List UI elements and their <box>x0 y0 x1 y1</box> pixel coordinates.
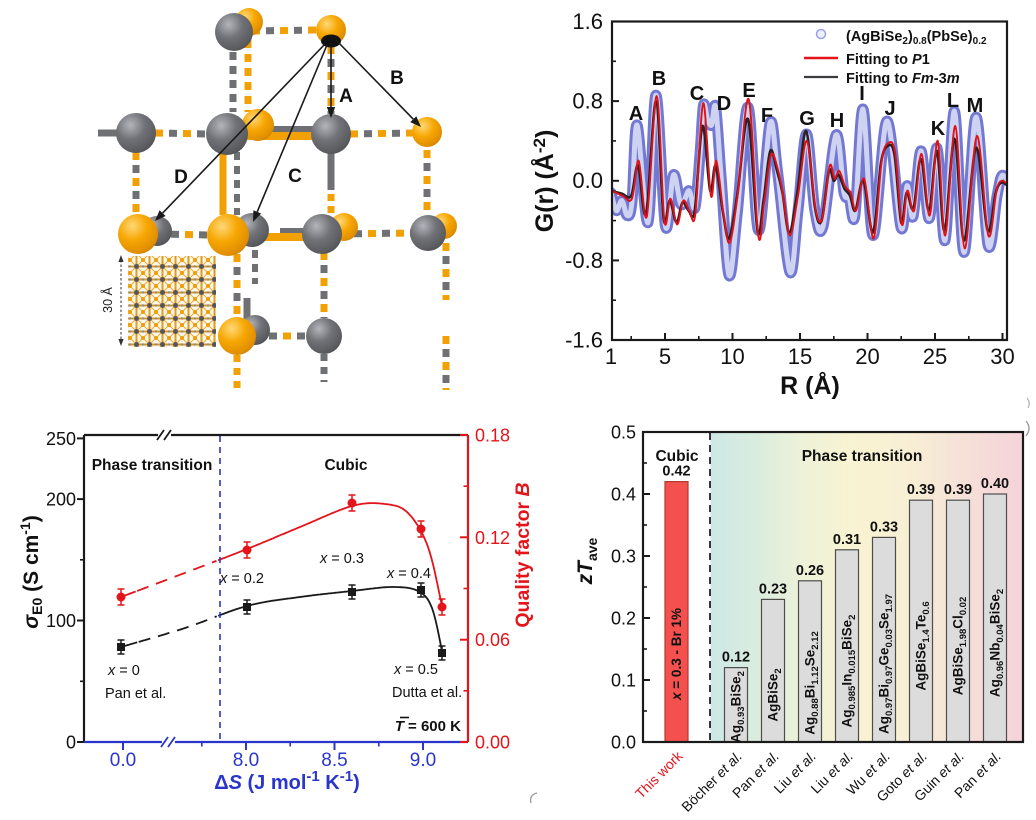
svg-text:1.6: 1.6 <box>572 9 603 34</box>
svg-text:zTave: zTave <box>574 537 600 585</box>
svg-text:This work: This work <box>632 747 686 801</box>
svg-text:0.0: 0.0 <box>572 168 603 193</box>
svg-text:(AgBiSe2)0.8(PbSe)0.2: (AgBiSe2)0.8(PbSe)0.2 <box>846 29 987 47</box>
svg-text:G: G <box>799 108 815 130</box>
svg-text:I: I <box>859 83 865 105</box>
svg-text:10: 10 <box>720 344 744 369</box>
svg-text:250: 250 <box>46 429 76 449</box>
svg-text:9.0: 9.0 <box>410 750 436 771</box>
svg-text:E: E <box>742 80 755 102</box>
svg-text:L: L <box>947 90 959 112</box>
svg-text:8.5: 8.5 <box>321 750 347 771</box>
svg-text:0.5: 0.5 <box>611 423 636 443</box>
svg-text:Cubic: Cubic <box>324 457 367 474</box>
svg-text:30: 30 <box>990 344 1014 369</box>
svg-text:-0.8: -0.8 <box>565 248 603 273</box>
svg-text:0.33: 0.33 <box>870 519 898 535</box>
svg-text:25: 25 <box>923 344 947 369</box>
svg-text:A: A <box>339 86 353 107</box>
svg-text:1: 1 <box>605 344 617 369</box>
svg-text:H: H <box>830 110 844 132</box>
svg-text:x = 0.3: x = 0.3 <box>319 551 364 567</box>
svg-text:ΔS (J mol-1 K-1): ΔS (J mol-1 K-1) <box>214 768 360 794</box>
svg-text:30 Å: 30 Å <box>100 286 115 312</box>
svg-text:0.31: 0.31 <box>833 532 861 548</box>
svg-text:Dutta et al.: Dutta et al. <box>392 685 462 701</box>
svg-text:100: 100 <box>46 611 76 631</box>
svg-text:x = 0.2: x = 0.2 <box>219 571 264 587</box>
svg-text:C: C <box>690 83 704 105</box>
svg-text:0.0: 0.0 <box>110 750 136 771</box>
svg-text:x = 0.5: x = 0.5 <box>393 662 438 678</box>
svg-text:R (Å): R (Å) <box>780 371 840 400</box>
svg-text:J: J <box>884 98 895 120</box>
svg-text:A: A <box>629 103 643 125</box>
svg-text:20: 20 <box>855 344 879 369</box>
svg-text:0.1: 0.1 <box>611 671 636 691</box>
svg-text:AgBiSe2​: AgBiSe2​ <box>766 668 785 721</box>
svg-text:Phase transition: Phase transition <box>92 457 213 474</box>
svg-text:0.12: 0.12 <box>475 528 510 548</box>
svg-text:5: 5 <box>659 344 671 369</box>
svg-text:0.39: 0.39 <box>944 482 972 498</box>
svg-text:0.42: 0.42 <box>662 464 690 480</box>
svg-text:x = 0.3 - Br 1%: x = 0.3 - Br 1% <box>669 608 684 701</box>
svg-text:0.39: 0.39 <box>907 482 935 498</box>
svg-text:0.0: 0.0 <box>611 733 636 753</box>
svg-text:σE0 (S cm-1): σE0 (S cm-1) <box>17 515 45 629</box>
svg-text:0.06: 0.06 <box>475 630 510 650</box>
svg-text:0.26: 0.26 <box>796 563 824 579</box>
svg-text:0.40: 0.40 <box>981 476 1009 492</box>
svg-text:Fitting to P1: Fitting to P1 <box>846 52 930 68</box>
svg-text:-1.6: -1.6 <box>565 328 603 353</box>
svg-text:0.2: 0.2 <box>611 609 636 629</box>
svg-text:200: 200 <box>46 490 76 510</box>
svg-text:0.23: 0.23 <box>759 581 787 597</box>
svg-text:0.4: 0.4 <box>611 485 636 505</box>
svg-text:B: B <box>652 68 666 90</box>
svg-text:8.0: 8.0 <box>233 750 259 771</box>
svg-text:0.3: 0.3 <box>611 547 636 567</box>
svg-text:Böcher et al.: Böcher et al. <box>678 748 745 815</box>
svg-text:0: 0 <box>66 733 76 753</box>
svg-text:AgBiSe1.4​Te0.6​: AgBiSe1.4​Te0.6​ <box>914 601 933 690</box>
svg-text:Pan et al.: Pan et al. <box>105 686 166 702</box>
svg-text:D: D <box>174 167 188 188</box>
svg-text:C: C <box>288 166 302 187</box>
svg-text:Fitting to Fm-3m: Fitting to Fm-3m <box>846 71 960 87</box>
svg-text:K: K <box>931 118 946 140</box>
svg-text:B: B <box>390 68 404 89</box>
svg-text:Cubic: Cubic <box>655 448 698 465</box>
svg-text:Quality factor B: Quality factor B <box>512 482 534 627</box>
svg-text:Ag0.93​BiSe2​: Ag0.93​BiSe2​ <box>729 671 748 743</box>
svg-text:x = 0.4: x = 0.4 <box>386 566 431 582</box>
svg-text:0.8: 0.8 <box>572 89 603 114</box>
svg-text:15: 15 <box>788 344 812 369</box>
svg-text:0.12: 0.12 <box>722 650 750 666</box>
svg-text:x = 0: x = 0 <box>107 663 140 679</box>
svg-text:M: M <box>967 95 984 117</box>
svg-text:Phase transition: Phase transition <box>802 448 923 465</box>
svg-text:F: F <box>761 105 773 127</box>
svg-text:AgBiSe1.98​Cl0.02​: AgBiSe1.98​Cl0.02​ <box>951 597 970 696</box>
svg-text:0.00: 0.00 <box>475 733 510 753</box>
svg-text:G(r) (Å-2): G(r) (Å-2) <box>530 130 559 233</box>
svg-text:T = 600 K: T = 600 K <box>395 718 461 735</box>
svg-text:0.18: 0.18 <box>475 426 510 446</box>
svg-text:D: D <box>717 93 731 115</box>
